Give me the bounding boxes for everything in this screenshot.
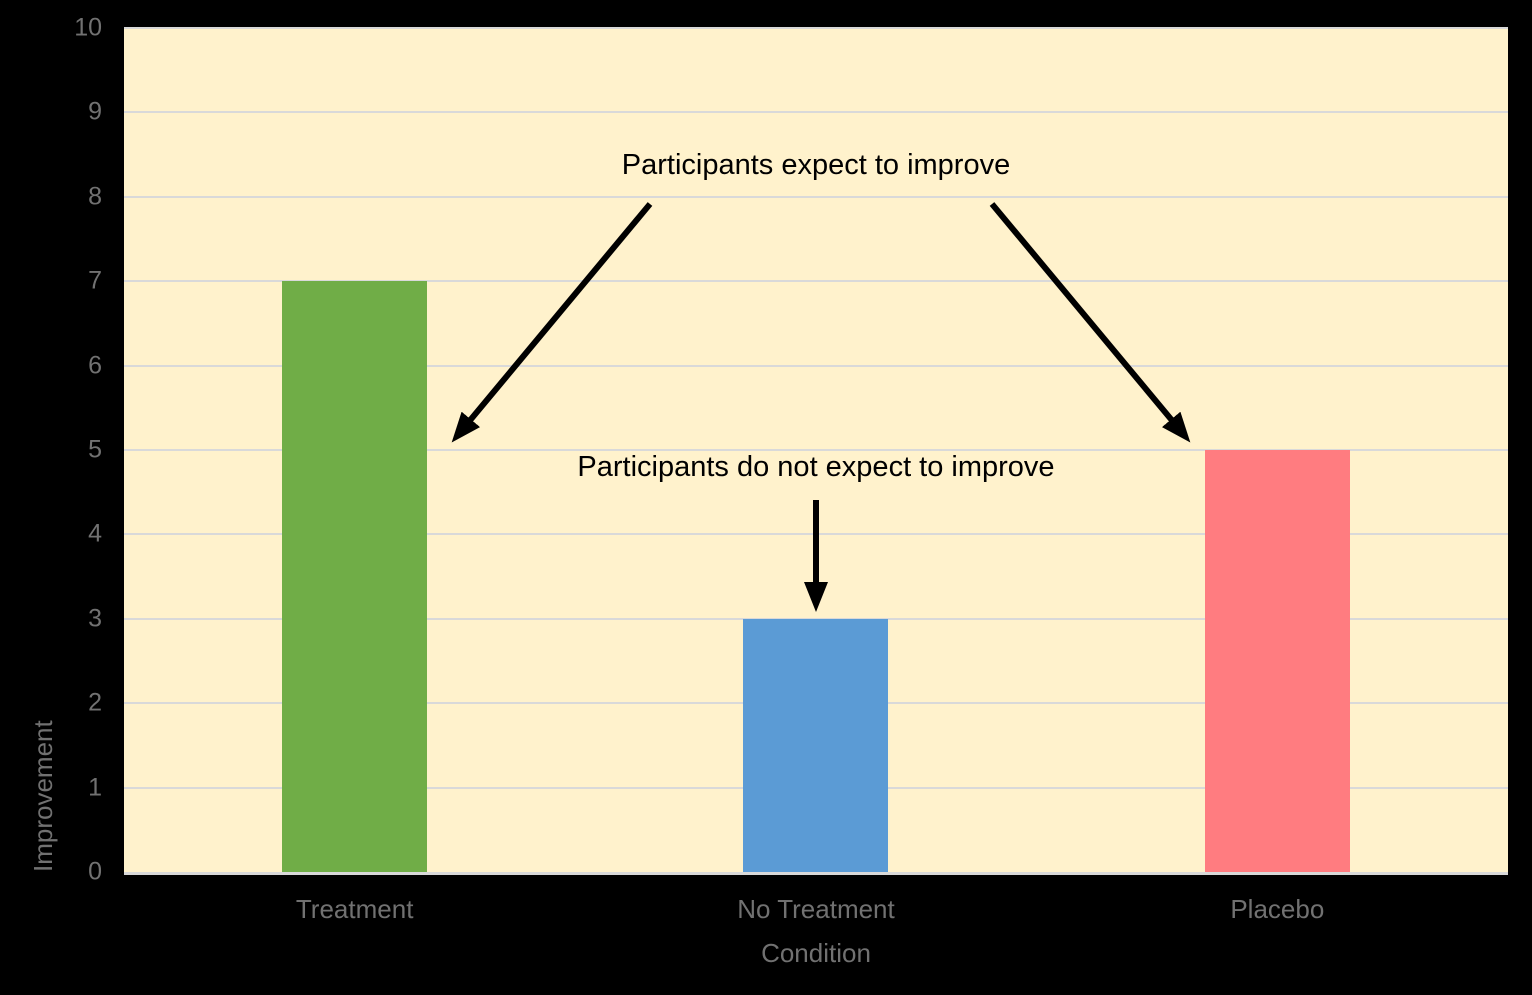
bar-placebo: [1204, 450, 1350, 872]
y-tick-label-3: 3: [88, 604, 102, 633]
x-label-treatment: Treatment: [295, 894, 414, 924]
y-axis-ticks: 0 1 2 3 4 5 6 7 8 9 10: [0, 15, 102, 884]
bar-band-no-treatment: [585, 28, 1046, 872]
annotation-expect-to-improve: Participants expect to improve: [621, 149, 1011, 181]
x-label-placebo: Placebo: [1230, 894, 1325, 924]
x-axis-title: Condition: [761, 938, 871, 968]
y-tick-label-8: 8: [88, 182, 102, 211]
annotation-not-expect-to-improve: Participants do not expect to improve: [577, 451, 1055, 483]
x-axis-labels: Treatment No Treatment Placebo: [124, 894, 1508, 925]
gridline-7: [124, 280, 1508, 283]
y-tick-label-4: 4: [88, 519, 102, 548]
gridline-5: [124, 449, 1508, 451]
gridline-9: [124, 111, 1508, 114]
y-tick-label-6: 6: [88, 351, 102, 380]
gridline-6: [124, 364, 1508, 367]
x-label-no-treatment: No Treatment: [737, 894, 895, 924]
y-tick-label-7: 7: [88, 266, 102, 295]
bar-no-treatment: [743, 618, 889, 872]
gridline-8: [124, 195, 1508, 198]
gridline-10: [124, 27, 1508, 29]
bar-treatment: [282, 281, 428, 872]
bar-band-placebo: [1047, 28, 1508, 872]
y-tick-label-2: 2: [88, 688, 102, 717]
y-tick-label-5: 5: [88, 435, 102, 464]
y-tick-label-0: 0: [88, 857, 102, 886]
y-tick-label-9: 9: [88, 97, 102, 126]
plot-area: Participants expect to improve Participa…: [124, 27, 1508, 875]
y-tick-label-1: 1: [88, 773, 102, 802]
bars-container: [124, 28, 1508, 872]
bar-band-treatment: [124, 28, 585, 872]
y-tick-label-10: 10: [74, 13, 102, 42]
